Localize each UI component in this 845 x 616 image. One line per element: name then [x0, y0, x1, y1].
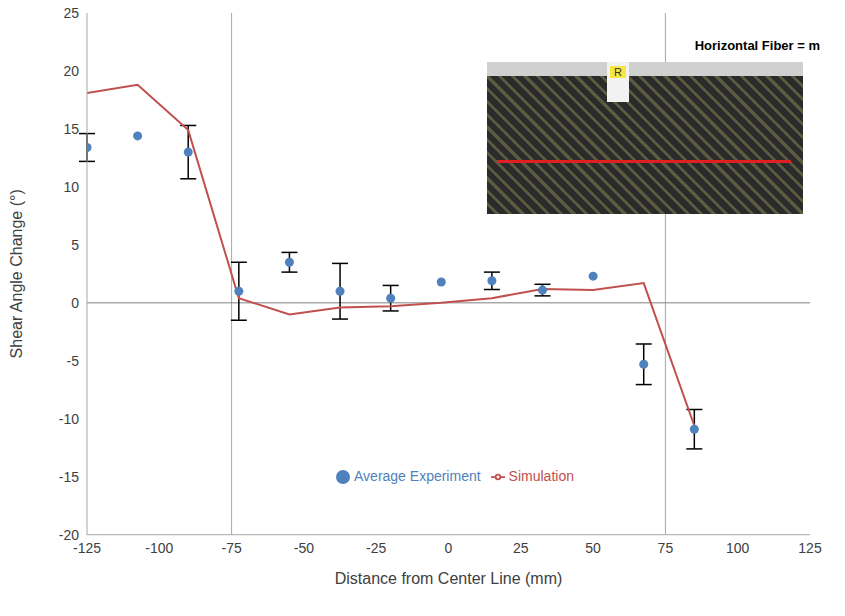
svg-text:75: 75	[658, 540, 674, 556]
svg-text:25: 25	[513, 540, 529, 556]
svg-text:-50: -50	[294, 540, 314, 556]
svg-text:-15: -15	[59, 469, 79, 485]
svg-text:-5: -5	[67, 353, 80, 369]
svg-text:Distance from Center Line (mm): Distance from Center Line (mm)	[335, 570, 563, 587]
svg-text:-100: -100	[145, 540, 173, 556]
html-text:Simulation: Simulation	[508, 468, 574, 484]
svg-text:100: 100	[726, 540, 750, 556]
html-text:R: R	[614, 66, 622, 78]
svg-text:Shear Angle Change (°): Shear Angle Change (°)	[8, 189, 25, 358]
svg-text:-25: -25	[366, 540, 386, 556]
html-text:Average Experiment: Average Experiment	[354, 468, 481, 484]
svg-text:20: 20	[63, 63, 79, 79]
svg-text:0: 0	[71, 295, 79, 311]
svg-text:-75: -75	[221, 540, 241, 556]
svg-text:125: 125	[798, 540, 822, 556]
svg-text:0: 0	[445, 540, 453, 556]
svg-text:25: 25	[63, 5, 79, 21]
svg-text:-125: -125	[73, 539, 101, 556]
svg-text:15: 15	[63, 121, 79, 137]
svg-text:-20: -20	[59, 527, 79, 543]
html-text:Horizontal Fiber = m: Horizontal Fiber = m	[694, 38, 820, 53]
svg-text:50: 50	[585, 540, 601, 556]
svg-text:-10: -10	[59, 411, 79, 427]
svg-text:5: 5	[71, 237, 79, 253]
svg-text:10: 10	[63, 179, 79, 195]
